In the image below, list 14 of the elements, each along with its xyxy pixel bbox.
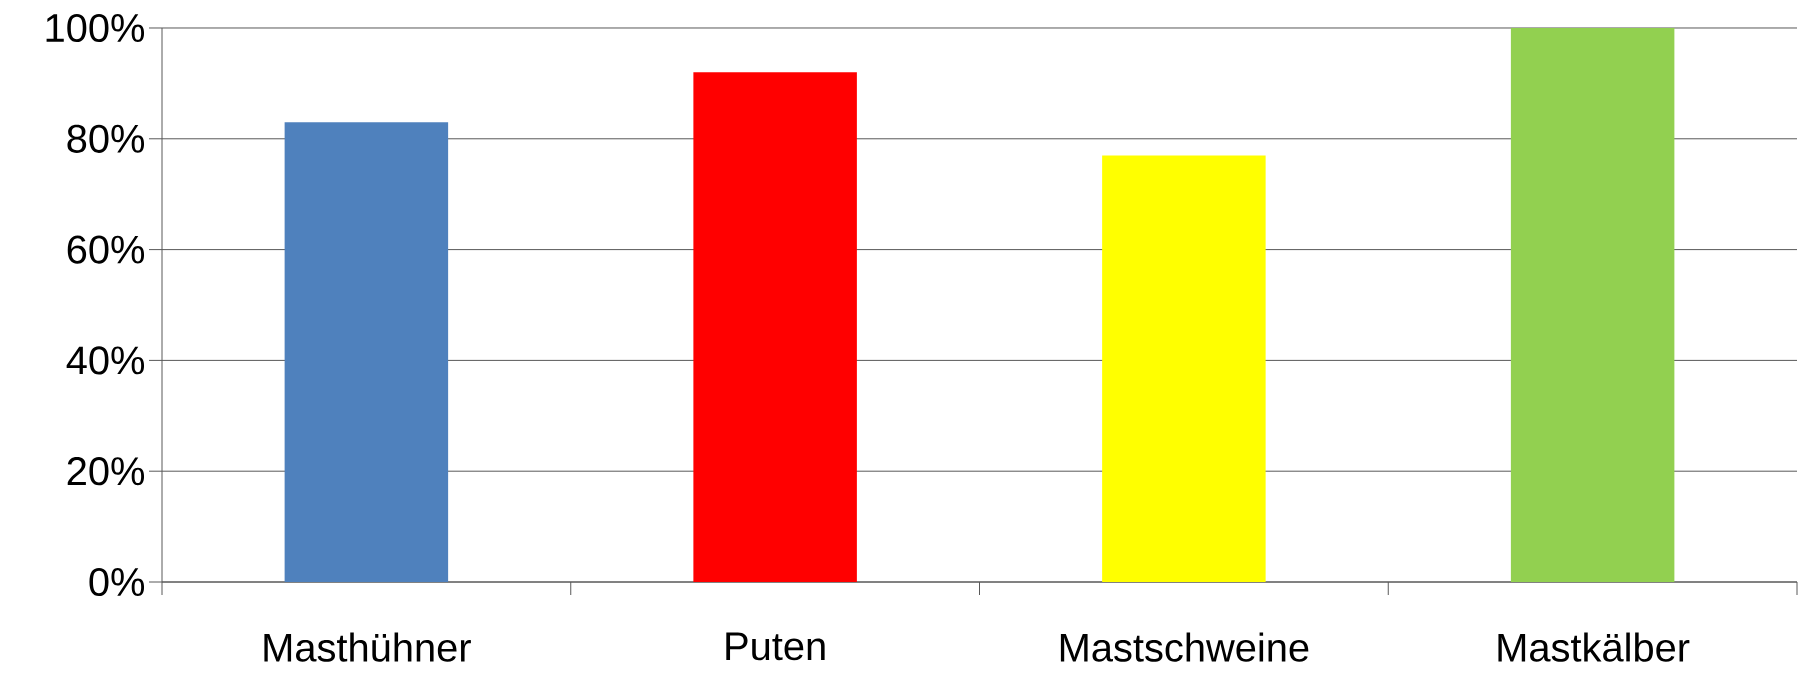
y-tick-label: 0% [89,567,145,597]
bar [1510,27,1675,582]
y-tick-label: 20% [67,457,145,486]
y-tick-label: 100% [46,13,145,43]
bar [284,122,449,582]
x-tick-label: Mastschweine [1060,632,1309,662]
x-tick-label: Masthühner [264,632,471,662]
x-tick-label: Puten [726,632,825,661]
y-tick-label: 60% [67,235,145,264]
bar [1102,155,1266,582]
y-tick-label: 80% [67,124,145,153]
y-tick-label: 40% [66,346,145,375]
x-tick-label: Mastkälber [1498,632,1690,662]
bar [693,72,857,582]
